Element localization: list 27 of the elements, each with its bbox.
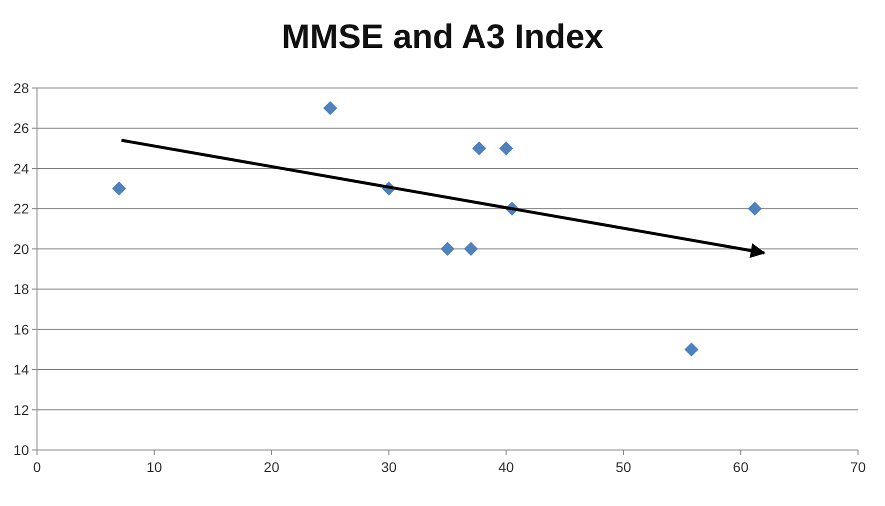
y-tick-label: 18 [13, 281, 30, 298]
point [323, 101, 338, 116]
x-tick-label: 0 [33, 459, 42, 475]
x-tick-label: 30 [381, 459, 397, 475]
x-tick-label: 50 [616, 459, 632, 475]
point [499, 141, 514, 156]
y-tick-label: 14 [13, 362, 30, 378]
y-tick-label: 24 [13, 160, 30, 176]
point [748, 202, 762, 216]
point [684, 342, 698, 356]
y-tick-label: 28 [13, 80, 30, 96]
x-tick-label: 60 [732, 459, 749, 475]
y-tick-label: 20 [13, 240, 30, 257]
x-tick-label: 70 [850, 459, 866, 475]
chart-title: MMSE and A3 Index [282, 18, 604, 56]
y-tick-label: 12 [13, 402, 30, 418]
point [440, 242, 454, 256]
point [464, 242, 478, 256]
point [112, 182, 126, 196]
y-tick-label: 16 [13, 321, 30, 338]
x-tick-label: 20 [264, 459, 280, 475]
y-tick-label: 22 [13, 200, 30, 217]
y-tick-label: 10 [13, 442, 30, 458]
point [472, 141, 486, 156]
x-tick-label: 10 [146, 459, 162, 475]
y-tick-label: 26 [13, 120, 30, 136]
x-tick-label: 40 [498, 459, 514, 475]
